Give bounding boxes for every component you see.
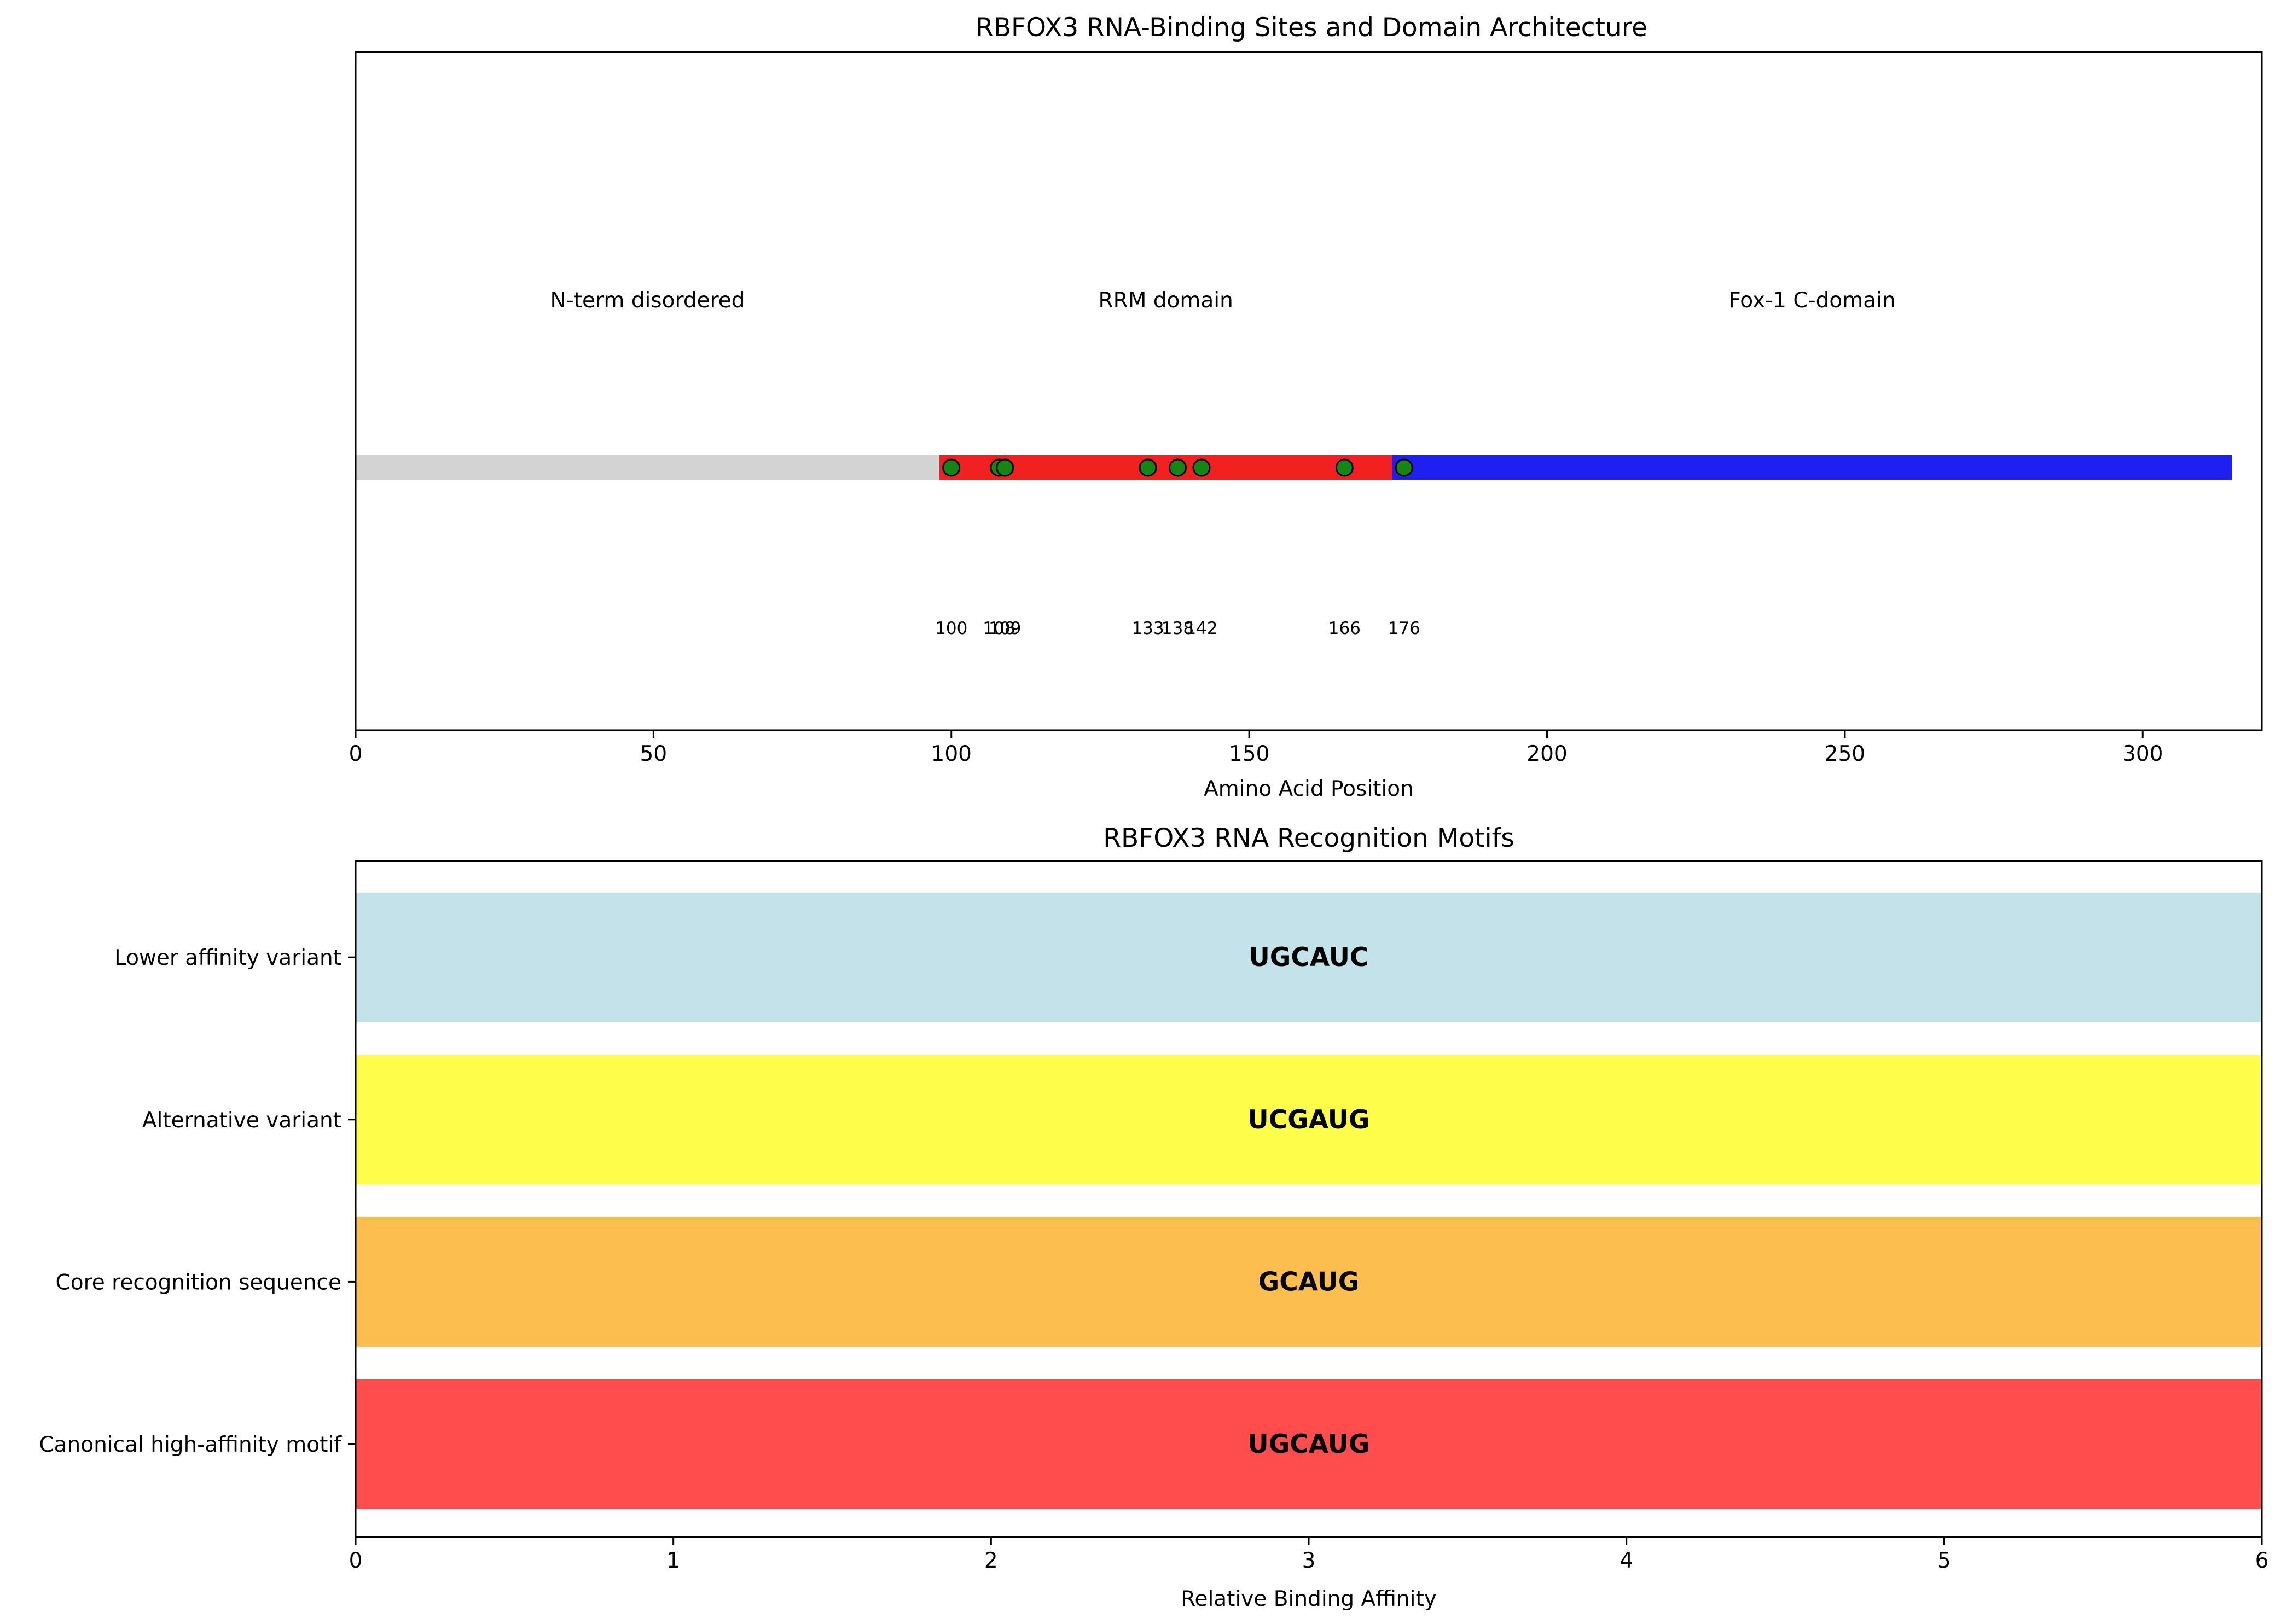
x-tick-label-0: 0 [349,742,363,766]
domain-bar-2 [1392,455,2232,480]
domain-bar-1 [939,455,1392,480]
x-tick-label-4: 4 [1620,1549,1633,1573]
x-tick-label-6: 300 [2122,742,2163,766]
motif-bar-label-2: UCGAUG [1248,1105,1370,1135]
motif-chart-x-label: Relative Binding Affinity [1181,1587,1437,1611]
x-tick-label-2: 100 [931,742,972,766]
domain-chart-x-label: Amino Acid Position [1204,777,1414,801]
motif-bar-label-0: UGCAUG [1248,1429,1370,1459]
domain-chart-title: RBFOX3 RNA-Binding Sites and Domain Arch… [976,13,1647,43]
y-tick-label-2: Alternative variant [142,1108,341,1133]
x-tick-label-1: 50 [640,742,668,766]
domain-chart-frame [355,51,2263,731]
domain-architecture-chart: RBFOX3 RNA-Binding Sites and Domain Arch… [349,13,2263,801]
motif-bar-labels: UGCAUG GCAUG UCGAUG UGCAUC [1248,942,1370,1459]
x-tick-label-0: 0 [349,1549,363,1573]
motif-bar-3 [356,892,2262,1022]
x-tick-label-1: 1 [666,1549,680,1573]
binding-site-markers [942,458,1413,477]
x-tick-label-5: 5 [1937,1549,1951,1573]
y-axis: Canonical high-affinity motif Core recogn… [39,946,356,1457]
motif-chart-title: RBFOX3 RNA Recognition Motifs [1103,823,1514,853]
y-tick-label-3: Lower affinity variant [114,946,341,970]
y-tick-label-1: Core recognition sequence [56,1270,341,1295]
binding-site-marker-5 [1192,458,1211,477]
motif-bar-label-3: UGCAUC [1249,942,1369,973]
x-tick-label-2: 2 [984,1549,998,1573]
motif-bar-0 [356,1379,2262,1509]
domain-label-1: RRM domain [1099,288,1233,313]
binding-site-label-0: 100 [935,619,967,638]
y-tick-label-0: Canonical high-affinity motif [39,1433,342,1457]
domain-label-2: Fox-1 C-domain [1728,288,1895,313]
binding-site-label-5: 142 [1185,619,1217,638]
binding-site-label-3: 133 [1131,619,1164,638]
motif-bars [356,892,2262,1509]
x-tick-label-4: 200 [1527,742,1567,766]
x-axis: 0 50 100 150 200 250 300 [349,730,2163,766]
x-tick-label-3: 150 [1229,742,1269,766]
binding-site-marker-3 [1139,458,1157,477]
binding-site-marker-2 [996,458,1014,477]
domain-labels: N-term disordered RRM domain Fox-1 C-domai… [550,288,1895,313]
x-tick-label-5: 250 [1825,742,1865,766]
binding-site-marker-4 [1168,458,1187,477]
binding-site-marker-7 [1395,458,1413,477]
motif-bar-label-1: GCAUG [1258,1267,1360,1297]
motif-bar-1 [356,1216,2262,1347]
motif-bar-2 [356,1055,2262,1185]
binding-site-label-4: 138 [1162,619,1194,638]
x-axis: 0 1 2 3 4 5 6 [349,1537,2269,1573]
domain-bar-0 [356,455,939,480]
domain-bars [356,455,2232,480]
binding-site-label-6: 166 [1328,619,1361,638]
x-tick-label-3: 3 [1302,1549,1316,1573]
domain-label-0: N-term disordered [550,288,745,313]
binding-site-label-7: 176 [1388,619,1420,638]
recognition-motifs-chart: RBFOX3 RNA Recognition Motifs UGCAUG GCAU… [39,823,2268,1611]
binding-site-marker-0 [942,458,961,477]
binding-site-marker-6 [1335,458,1354,477]
binding-site-label-2: 109 [989,619,1021,638]
x-tick-label-6: 6 [2255,1549,2269,1573]
binding-site-label-1: 108 [983,619,1015,638]
